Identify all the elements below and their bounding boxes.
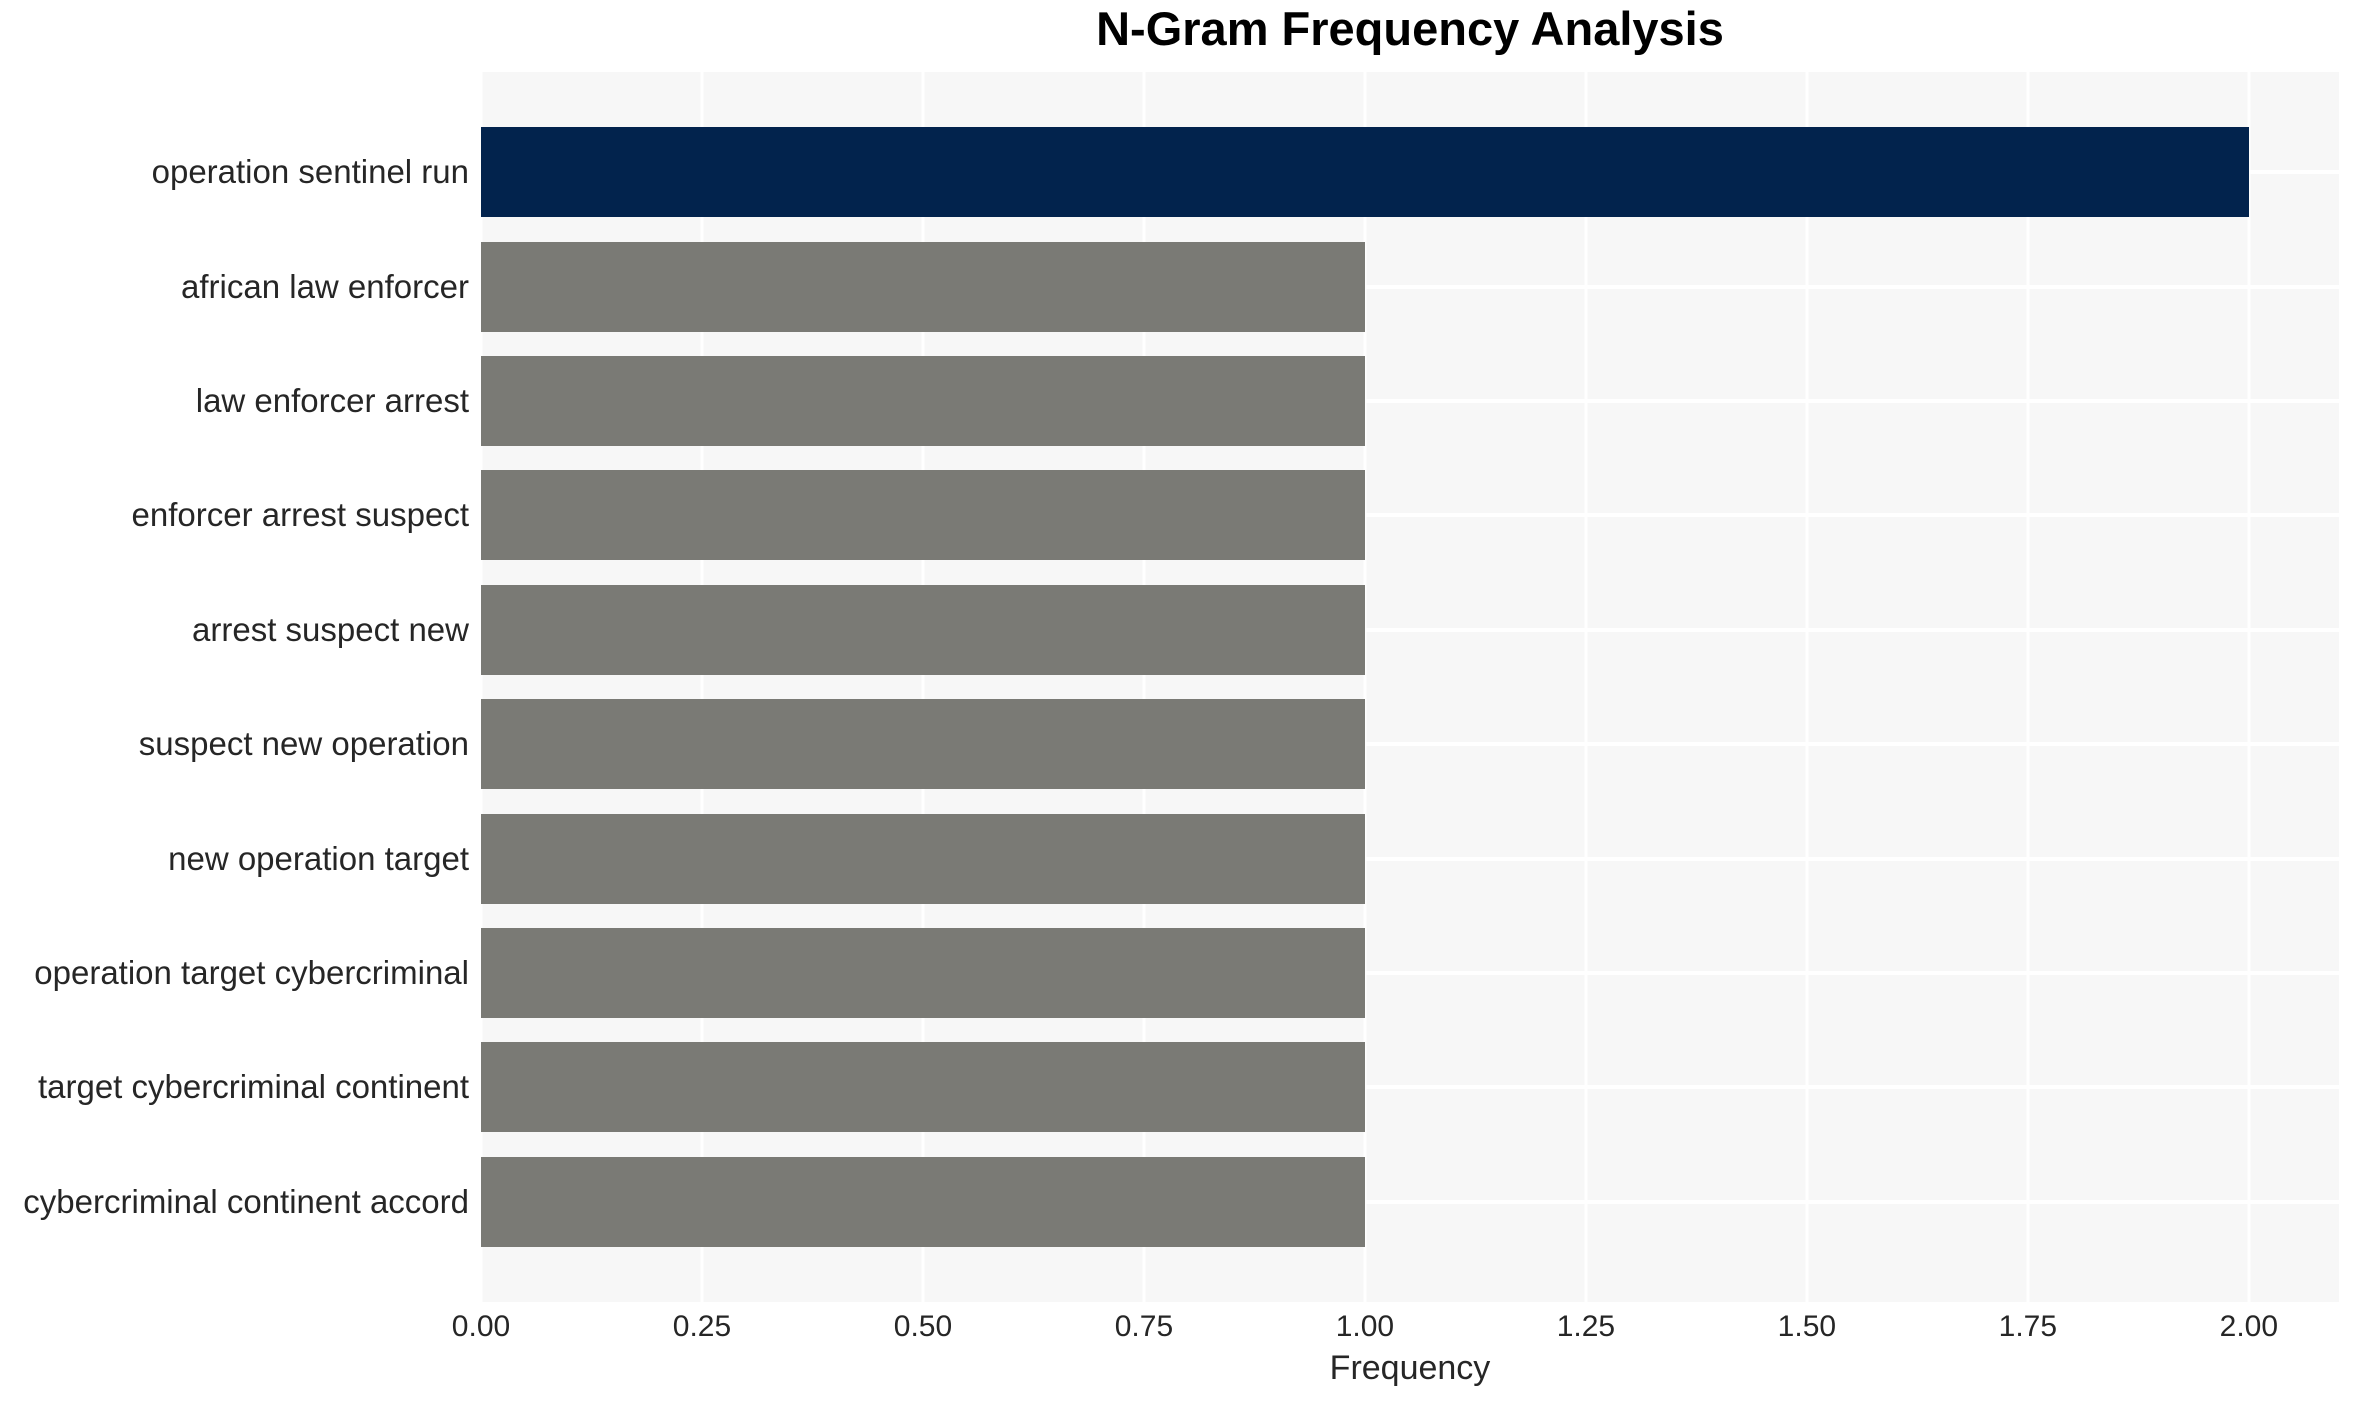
y-tick-label: cybercriminal continent accord (23, 1182, 469, 1220)
y-axis-labels: operation sentinel run african law enforc… (0, 72, 469, 1302)
bar-operation-target-cybercriminal (481, 928, 1365, 1018)
x-tick-label: 0.50 (893, 1310, 953, 1343)
x-tick-label: 0.75 (1114, 1310, 1174, 1343)
horizontal-gridline (481, 513, 2339, 518)
y-tick-label: suspect new operation (138, 725, 469, 763)
y-tick-label: arrest suspect new (192, 610, 469, 648)
y-tick-label: operation sentinel run (151, 153, 469, 191)
bar-suspect-new-operation (481, 699, 1365, 790)
x-tick-label: 2.00 (2219, 1310, 2279, 1343)
chart-title: N-Gram Frequency Analysis (1096, 2, 1724, 55)
y-tick-label: law enforcer arrest (195, 382, 469, 419)
y-tick-label: enforcer arrest suspect (131, 496, 469, 534)
horizontal-gridline (481, 627, 2339, 632)
horizontal-gridline (481, 1085, 2339, 1090)
vertical-gridline (1805, 72, 1809, 1302)
vertical-gridline (1363, 72, 1367, 1302)
horizontal-gridline (481, 856, 2339, 861)
vertical-gridline (921, 72, 925, 1302)
horizontal-gridline (481, 1199, 2339, 1204)
bar-cybercriminal-continent-accord (481, 1156, 1365, 1247)
bar-african-law-enforcer (481, 241, 1365, 332)
x-tick-label: 1.00 (1335, 1310, 1395, 1343)
vertical-gridline (700, 72, 704, 1302)
y-tick-label: african law enforcer (181, 267, 469, 305)
vertical-gridline (1584, 72, 1588, 1302)
bar-operation-sentinel-run (481, 127, 2249, 218)
y-tick-label: new operation target (168, 839, 469, 877)
vertical-gridline (2026, 72, 2030, 1302)
plot-area (481, 72, 2339, 1302)
x-tick-label: 0.25 (672, 1310, 732, 1343)
bar-target-cybercriminal-continent (481, 1042, 1365, 1133)
bar-new-operation-target (481, 813, 1365, 904)
vertical-gridline (481, 72, 483, 1302)
vertical-gridline (1142, 72, 1146, 1302)
y-tick-label: target cybercriminal continent (37, 1068, 469, 1106)
horizontal-gridline (481, 742, 2339, 747)
horizontal-gridline (481, 284, 2339, 289)
horizontal-gridline (481, 971, 2339, 975)
x-tick-label: 1.75 (1998, 1310, 2058, 1343)
x-axis-title: Frequency (1329, 1349, 1491, 1387)
bar-enforcer-arrest-suspect (481, 470, 1365, 561)
x-tick-label: 1.25 (1556, 1310, 1616, 1343)
vertical-gridline (2247, 72, 2251, 1302)
bar-arrest-suspect-new (481, 584, 1365, 675)
horizontal-gridline (481, 399, 2339, 403)
x-tick-label: 1.50 (1777, 1310, 1837, 1343)
bar-law-enforcer-arrest (481, 356, 1365, 446)
x-tick-label: 0.00 (451, 1310, 511, 1343)
y-tick-label: operation target cybercriminal (34, 954, 469, 991)
